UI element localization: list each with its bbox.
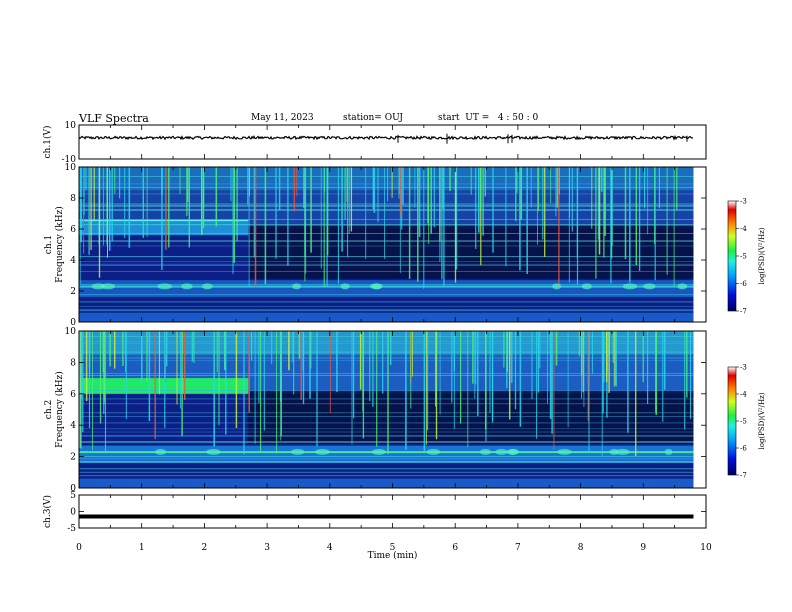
- spec-lowband-blob: [201, 283, 213, 290]
- colorbar-tick-label: -5: [740, 253, 747, 261]
- spec-lowband-blob: [154, 448, 167, 455]
- spec-lowband-blob: [181, 283, 193, 290]
- y-axis-label: ch.1(V): [42, 126, 53, 159]
- y-tick-label: 2: [70, 453, 76, 463]
- figure-title: VLF Spectra: [79, 112, 149, 125]
- ch1-spectrogram-panel: [79, 167, 694, 322]
- y-tick-label: 0: [70, 318, 76, 328]
- spec-early-band-edge: [79, 219, 249, 222]
- spec-low-line: [79, 451, 694, 454]
- spec-lowband-blob: [371, 448, 386, 455]
- spec-low-band: [79, 445, 694, 463]
- y-tick-label: 4: [70, 256, 76, 266]
- x-tick-label: 5: [390, 543, 396, 553]
- spec-quiet-region: [248, 390, 694, 445]
- y-axis-label: ch.3(V): [42, 495, 53, 528]
- spec-lowband-blob: [495, 448, 508, 455]
- y-tick-label: 6: [70, 225, 76, 235]
- x-tick-label: 7: [515, 543, 521, 553]
- x-tick-label: 10: [700, 543, 712, 553]
- x-tick-label: 1: [139, 543, 145, 553]
- y-tick-label: 8: [70, 358, 76, 368]
- colorbar: [727, 200, 737, 312]
- y-tick-label: -10: [62, 155, 77, 165]
- x-tick-label: 6: [452, 543, 458, 553]
- y-tick-label: 0: [70, 508, 76, 518]
- spec-lowband-blob: [664, 448, 673, 455]
- x-axis-label: Time (min): [368, 550, 418, 561]
- y-tick-label: 10: [65, 327, 77, 337]
- colorbar-tick-label: -6: [740, 280, 747, 288]
- y-axis-label: ch.1: [44, 235, 54, 254]
- ch2-spectrogram-panel: [79, 331, 694, 488]
- spec-lowband-blob: [677, 283, 688, 290]
- y-tick-label: 2: [70, 287, 76, 297]
- y-tick-label: 10: [65, 121, 77, 131]
- colorbar-tick-label: -3: [740, 364, 747, 372]
- y-axis-label: Frequency (kHz): [54, 206, 65, 283]
- colorbar-tick-label: -7: [740, 472, 747, 480]
- spec-lowband-blob: [426, 448, 441, 455]
- spec-lowband-blob: [479, 448, 492, 455]
- colorbar-label: log(PSD)(V²/Hz): [758, 227, 766, 284]
- y-tick-label: 8: [70, 194, 76, 204]
- x-tick-label: 3: [264, 543, 270, 553]
- colorbar-tick-label: -3: [740, 198, 747, 206]
- spec-lowband-blob: [369, 283, 383, 290]
- spec-lowband-blob: [91, 283, 106, 290]
- y-tick-label: 4: [70, 421, 76, 431]
- colorbar: [727, 366, 737, 476]
- ch1-waveform-panel: [78, 133, 694, 144]
- colorbars: -3 -4 -5 -6 -7 log(PSD)(V²/Hz) -3 -4 -5 -6 -7 log(P…: [727, 198, 766, 480]
- y-tick-label: 0: [70, 484, 76, 494]
- spec-low-line: [79, 285, 694, 288]
- spec-lowband-blob: [157, 283, 173, 290]
- spec-bottom-strip: [79, 478, 694, 488]
- spec-lowband-blob: [609, 448, 619, 455]
- x-tick-label: 4: [327, 543, 333, 553]
- colorbar-tick-label: -7: [740, 308, 747, 316]
- station-label: station= OUJ: [343, 113, 404, 123]
- spec-early-band: [79, 378, 249, 394]
- x-tick-label: 9: [640, 543, 646, 553]
- y-axis-label: ch.2: [44, 400, 54, 419]
- spec-lowband-blob: [506, 448, 520, 455]
- colorbar-tick-label: -4: [740, 391, 747, 399]
- colorbar-tick-label: -5: [740, 418, 747, 426]
- ch1-trace: [78, 134, 694, 141]
- spec-lowband-blob: [206, 448, 221, 455]
- start-time-label: start UT = 4 : 50 : 0: [438, 113, 539, 123]
- colorbar-tick-label: -4: [740, 225, 747, 233]
- spec-quiet-region: [248, 225, 694, 279]
- x-tick-label: 2: [202, 543, 208, 553]
- y-tick-label: 5: [70, 491, 76, 501]
- spec-lowband-blob: [314, 448, 330, 455]
- spec-lowband-blob: [622, 283, 638, 290]
- panel-frame: [78, 124, 707, 160]
- spec-early-band: [79, 221, 249, 236]
- spec-lowband-blob: [614, 448, 630, 455]
- x-tick-label: 8: [578, 543, 584, 553]
- spec-lowband-blob: [581, 283, 592, 290]
- spec-bottom-strip: [79, 312, 694, 322]
- y-tick-label: 10: [65, 163, 77, 173]
- spec-top-band: [79, 331, 694, 355]
- spec-lowband-blob: [340, 283, 350, 290]
- spec-lowband-blob: [292, 283, 301, 290]
- x-tick-label: 0: [76, 543, 82, 553]
- date-label: May 11, 2023: [251, 113, 314, 123]
- y-tick-label: -5: [67, 524, 76, 534]
- colorbar-label: log(PSD)(V²/Hz): [758, 392, 766, 449]
- spec-lowband-blob: [552, 283, 562, 290]
- spec-lowband-blob: [557, 448, 572, 455]
- y-tick-label: 6: [70, 390, 76, 400]
- y-axis-label: Frequency (kHz): [54, 371, 65, 448]
- spec-lowband-blob: [290, 448, 305, 455]
- colorbar-tick-label: -6: [740, 445, 747, 453]
- spec-lowband-blob: [643, 283, 656, 290]
